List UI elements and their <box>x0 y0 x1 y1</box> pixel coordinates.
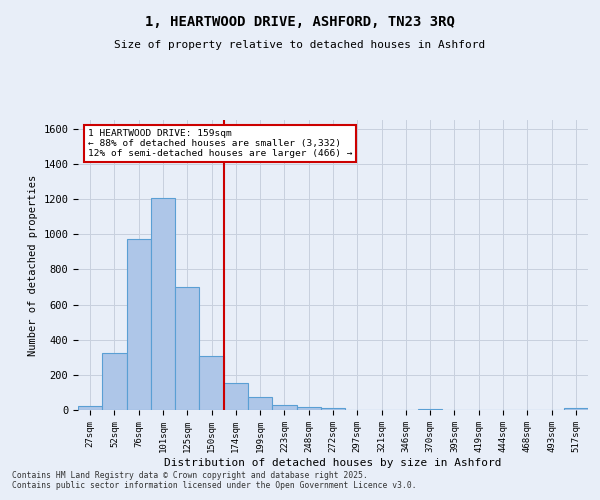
Bar <box>418 408 442 410</box>
Text: 1, HEARTWOOD DRIVE, ASHFORD, TN23 3RQ: 1, HEARTWOOD DRIVE, ASHFORD, TN23 3RQ <box>145 15 455 29</box>
Bar <box>321 408 345 410</box>
Bar <box>175 287 199 410</box>
Bar <box>224 383 248 410</box>
Bar <box>296 408 321 410</box>
Text: 1 HEARTWOOD DRIVE: 159sqm
← 88% of detached houses are smaller (3,332)
12% of se: 1 HEARTWOOD DRIVE: 159sqm ← 88% of detac… <box>88 128 353 158</box>
Bar <box>272 406 296 410</box>
Bar <box>78 406 102 410</box>
Text: Size of property relative to detached houses in Ashford: Size of property relative to detached ho… <box>115 40 485 50</box>
Bar <box>564 408 588 410</box>
X-axis label: Distribution of detached houses by size in Ashford: Distribution of detached houses by size … <box>164 458 502 468</box>
Text: Contains HM Land Registry data © Crown copyright and database right 2025.
Contai: Contains HM Land Registry data © Crown c… <box>12 470 416 490</box>
Bar <box>151 198 175 410</box>
Bar <box>199 356 224 410</box>
Bar <box>102 353 127 410</box>
Bar <box>248 397 272 410</box>
Y-axis label: Number of detached properties: Number of detached properties <box>28 174 38 356</box>
Bar <box>127 238 151 410</box>
